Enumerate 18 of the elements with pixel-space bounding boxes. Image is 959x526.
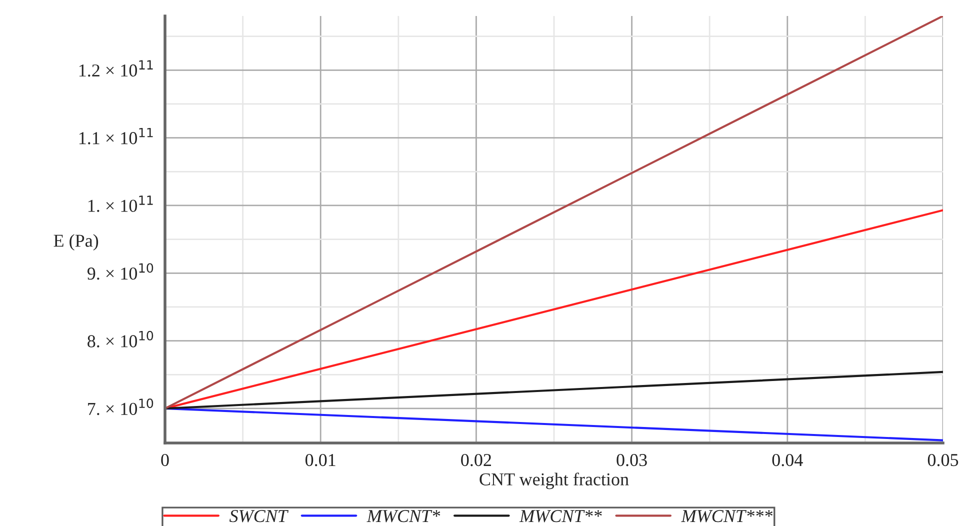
y-tick-label: 1. × 10$^{11}$ <box>88 196 153 212</box>
x-tick-label: 0.05 <box>928 454 958 466</box>
x-tick-label: 0 <box>161 454 169 466</box>
legend-label: MWCNT*** <box>681 510 773 522</box>
x-tick-label: 0.03 <box>616 454 647 466</box>
legend-label: MWCNT** <box>519 510 602 522</box>
y-tick-label: 8. × 10$^{10}$ <box>88 330 154 348</box>
legend-label: SWCNT <box>229 510 289 522</box>
y-tick-label: 7. × 10$^{10}$ <box>88 398 154 416</box>
y-tick-label: 1.1 × 10$^{11}$ <box>79 128 153 144</box>
legend-label: MWCNT* <box>366 510 440 522</box>
x-tick-label: 0.01 <box>305 454 336 466</box>
y-tick-label: 9. × 10$^{10}$ <box>87 263 154 280</box>
x-axis-title: CNT weight fraction <box>480 472 629 490</box>
x-tick-label: 0.02 <box>461 454 492 466</box>
y-tick-label: 1.2 × 10$^{11}$ <box>79 60 153 77</box>
x-tick-label: 0.04 <box>772 454 803 466</box>
y-axis-title: E (Pa) <box>54 234 98 250</box>
